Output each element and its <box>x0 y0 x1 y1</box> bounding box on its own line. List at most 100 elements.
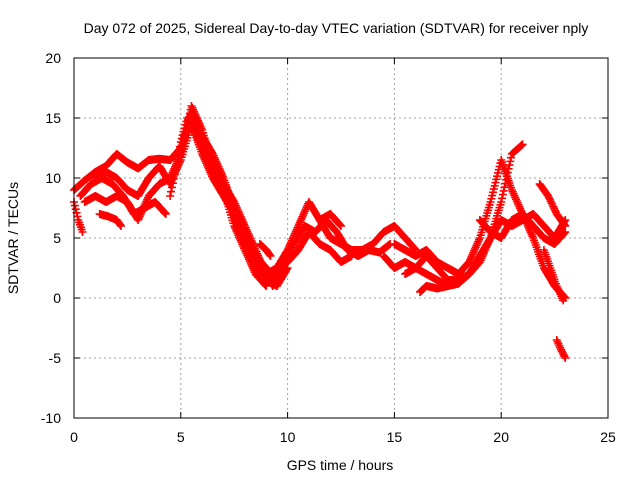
data-point <box>138 206 147 215</box>
data-point <box>545 193 554 202</box>
series-track-11 <box>268 216 395 284</box>
data-point <box>551 206 560 215</box>
data-point <box>235 221 244 230</box>
data-point <box>230 222 239 230</box>
x-tick-label: 0 <box>70 429 78 445</box>
data-point <box>239 230 248 239</box>
data-point <box>465 256 474 265</box>
data-point <box>188 115 197 124</box>
series-track-4 <box>80 102 271 290</box>
data-point <box>194 130 203 139</box>
data-point <box>521 215 530 224</box>
data-point <box>170 170 179 179</box>
data-point <box>198 139 207 148</box>
data-point <box>242 225 251 234</box>
data-point <box>301 205 310 214</box>
data-point <box>237 214 246 223</box>
data-point <box>244 229 253 238</box>
data-point <box>259 264 268 273</box>
data-point <box>235 210 244 219</box>
data-point <box>497 198 506 206</box>
y-tick-label: 10 <box>45 170 61 186</box>
data-point <box>512 197 521 206</box>
data-point <box>190 109 199 118</box>
data-point <box>192 125 201 134</box>
data-point <box>249 254 258 263</box>
data-point <box>474 237 483 246</box>
data-point <box>471 243 480 252</box>
data-point <box>244 253 253 262</box>
data-point <box>188 103 197 112</box>
data-point <box>507 153 516 162</box>
data-point <box>549 202 558 211</box>
x-axis-label: GPS time / hours <box>287 457 394 473</box>
data-point <box>547 199 556 208</box>
data-point <box>189 117 198 126</box>
data-point <box>192 113 201 122</box>
data-point <box>228 206 237 215</box>
data-point <box>73 212 82 221</box>
data-point <box>234 207 243 216</box>
data-point <box>238 216 247 225</box>
data-point <box>235 209 244 218</box>
data-point <box>258 262 267 271</box>
data-point <box>71 205 80 214</box>
data-point <box>244 255 253 264</box>
data-point <box>257 258 266 267</box>
series-track-8 <box>187 114 277 290</box>
data-point <box>232 203 241 212</box>
series-track-22 <box>552 336 570 362</box>
data-point <box>232 215 241 224</box>
data-point <box>203 149 212 158</box>
data-point <box>238 228 247 237</box>
data-point <box>244 241 253 250</box>
data-point <box>506 157 515 166</box>
series-track-12 <box>283 228 356 266</box>
data-point <box>227 204 236 213</box>
data-point <box>204 152 213 161</box>
data-point <box>525 224 534 233</box>
data-point <box>561 354 570 362</box>
y-axis-label: SDTVAR / TECUs <box>5 182 21 294</box>
data-point <box>243 227 252 236</box>
data-point <box>527 230 536 239</box>
x-tick-label: 10 <box>280 429 296 445</box>
data-point <box>195 132 204 141</box>
data-point <box>468 250 477 259</box>
data-point <box>528 232 537 241</box>
data-point <box>280 262 289 271</box>
data-point <box>175 147 184 156</box>
data-point <box>550 204 559 213</box>
data-point <box>167 187 176 196</box>
data-point <box>518 140 527 149</box>
y-tick-labels: -10 -5 0 5 10 15 20 <box>41 50 61 426</box>
data-point <box>469 248 478 257</box>
data-point <box>243 239 252 248</box>
data-point <box>190 121 199 130</box>
x-tick-label: 5 <box>177 429 185 445</box>
data-point <box>510 191 519 200</box>
data-point <box>161 209 170 218</box>
data-point <box>201 145 210 154</box>
data-point <box>141 199 150 208</box>
data-point <box>560 228 569 237</box>
data-point <box>167 183 176 192</box>
data-point <box>212 157 221 166</box>
data-point <box>472 241 481 250</box>
data-point <box>116 220 125 229</box>
data-point <box>78 228 87 236</box>
data-point <box>256 257 265 266</box>
data-point <box>247 248 256 257</box>
data-point <box>507 186 516 194</box>
data-point <box>202 147 211 156</box>
data-point <box>241 223 250 232</box>
data-point <box>250 244 259 253</box>
data-point <box>175 142 184 151</box>
data-point <box>194 116 203 125</box>
data-point <box>240 232 249 241</box>
data-point <box>288 243 297 252</box>
series-track-19 <box>475 210 570 302</box>
data-point <box>235 222 244 231</box>
data-point <box>200 143 209 152</box>
data-point <box>249 240 258 249</box>
